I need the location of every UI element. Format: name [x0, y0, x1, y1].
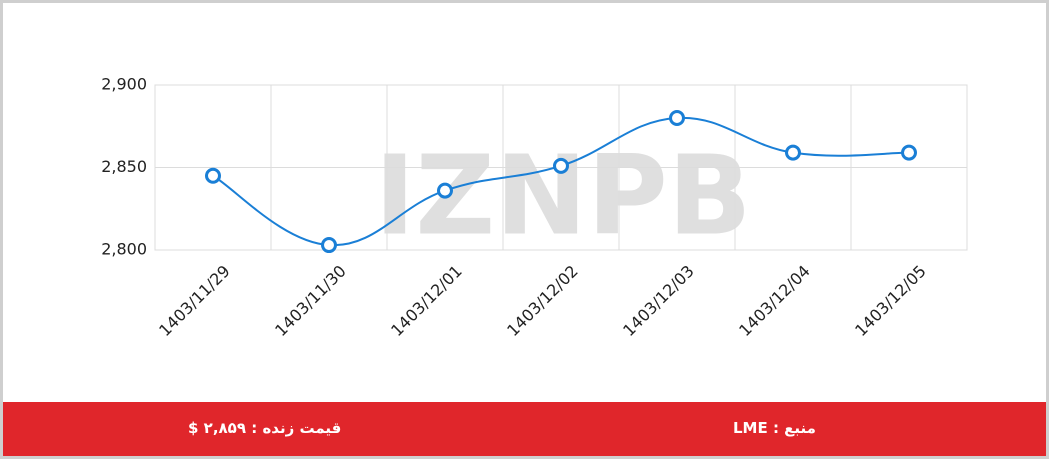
watermark: IZNPB: [374, 131, 751, 259]
x-tick-label: 1403/12/02: [503, 261, 582, 340]
y-tick-label: 2,900: [101, 75, 147, 94]
x-tick-label: 1403/12/04: [735, 261, 814, 340]
point: [553, 157, 569, 174]
x-tick-label: 1403/12/05: [851, 261, 930, 340]
x-tick-label: 1403/12/01: [387, 261, 466, 340]
footer-bar: قیمت زنده : ۲,۸۵۹ $ منبع : LME: [3, 402, 1046, 456]
point: [321, 237, 337, 254]
x-tick-label: 1403/12/03: [619, 261, 698, 340]
y-tick-label: 2,800: [101, 240, 147, 259]
live-price: قیمت زنده : ۲,۸۵۹ $: [188, 419, 342, 437]
point: [437, 182, 453, 199]
chart: IZNPB 2,800 2,850 2,900 1403/11/29 1403/11/3…: [101, 75, 968, 340]
x-tick-label: 1403/11/29: [155, 261, 234, 340]
point: [205, 167, 221, 184]
point: [901, 144, 917, 161]
x-tick-label: 1403/11/30: [271, 261, 350, 340]
source: منبع : LME: [733, 419, 816, 437]
point: [785, 144, 801, 161]
point: [669, 110, 685, 126]
y-tick-label: 2,850: [101, 157, 147, 176]
